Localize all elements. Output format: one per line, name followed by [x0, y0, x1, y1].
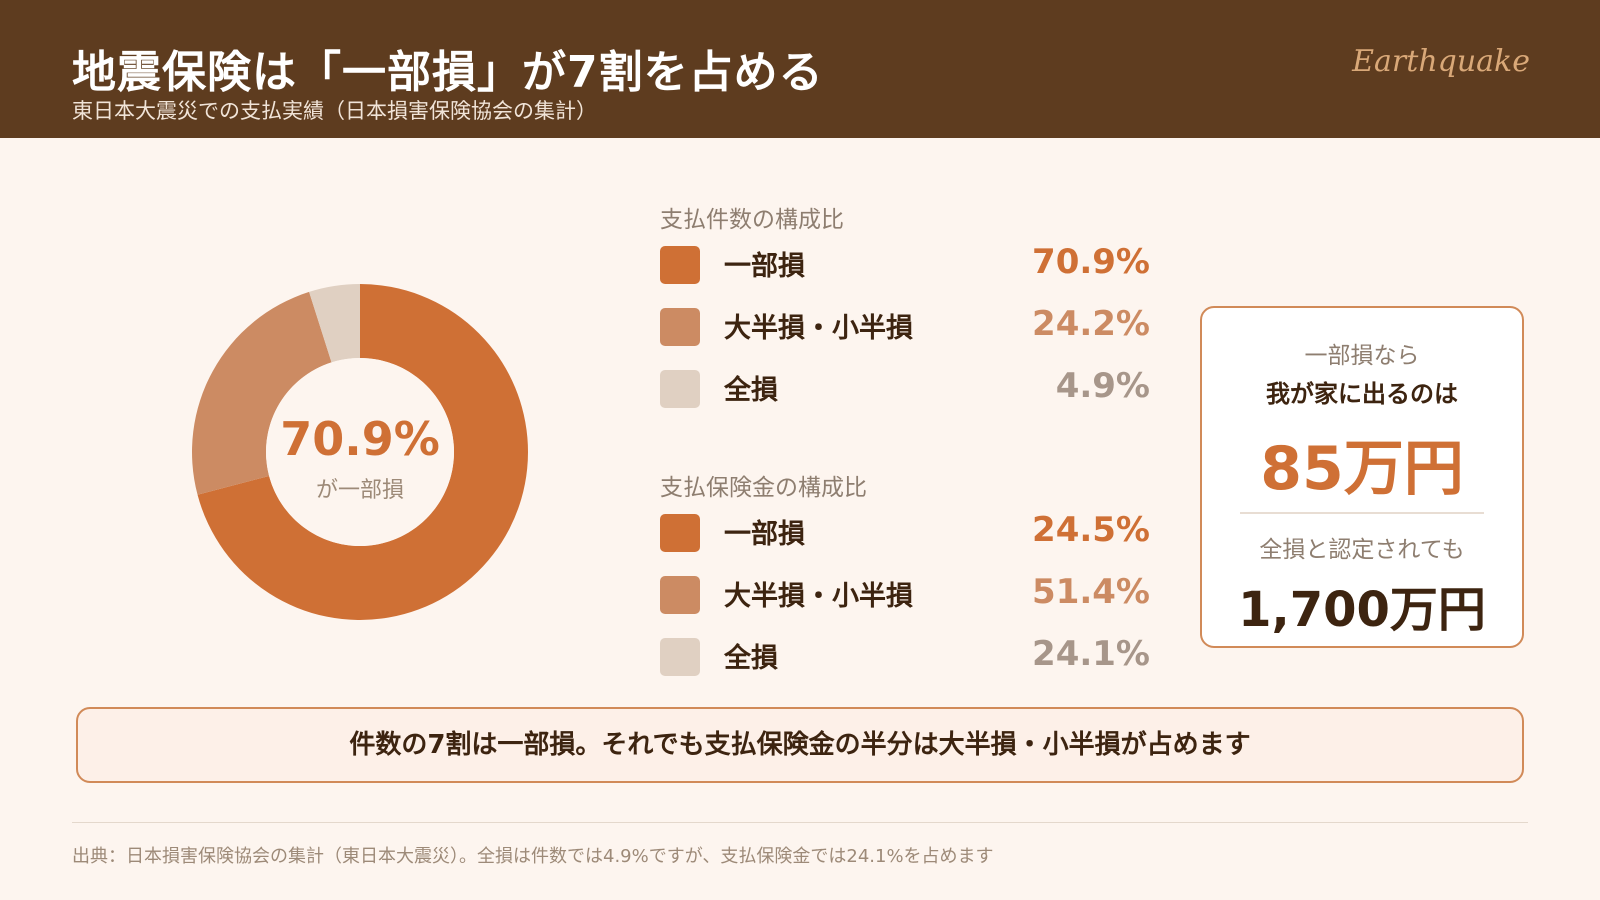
legend-swatch-total — [660, 638, 700, 676]
count-legend-title: 支払件数の構成比 — [660, 207, 844, 233]
count-legend-row: 一部損 70.9% — [660, 232, 1150, 294]
amount-legend-row: 大半損・小半損 51.4% — [660, 562, 1150, 624]
legend-swatch-half — [660, 576, 700, 614]
count-donut-chart: 70.9% が一部損 — [190, 282, 530, 622]
card-amount-partial: 85万円 — [1260, 434, 1464, 504]
legend-swatch-partial — [660, 246, 700, 284]
page-subtitle: 東日本大震災での支払実績（日本損害保険協会の集計） — [72, 99, 597, 123]
brand-label: Earthquake — [1352, 44, 1530, 79]
legend-label: 大半損・小半損 — [724, 581, 913, 612]
footer-divider — [72, 822, 1528, 823]
legend-value: 24.2% — [1032, 304, 1150, 344]
legend-label: 全損 — [724, 643, 778, 674]
legend-label: 一部損 — [724, 519, 805, 550]
legend-swatch-partial — [660, 514, 700, 552]
amount-legend-row: 全損 24.1% — [660, 624, 1150, 686]
amount-legend-title: 支払保険金の構成比 — [660, 475, 867, 501]
legend-value: 4.9% — [1055, 366, 1150, 406]
source-footnote: 出典：日本損害保険協会の集計（東日本大震災）。全損は件数では4.9%ですが、支払… — [72, 846, 994, 867]
card-line-total: 全損と認定されても — [1259, 537, 1465, 563]
amount-legend-row: 一部損 24.5% — [660, 500, 1150, 562]
legend-swatch-half — [660, 308, 700, 346]
amount-legend: 支払保険金の構成比 一部損 24.5% 大半損・小半損 51.4% 全損 24.… — [660, 468, 1150, 686]
legend-value: 24.5% — [1032, 510, 1150, 550]
card-amount-total: 1,700万円 — [1238, 582, 1486, 638]
legend-value: 24.1% — [1032, 634, 1150, 674]
donut-slice-half — [192, 291, 332, 495]
count-legend: 支払件数の構成比 一部損 70.9% 大半損・小半損 24.2% 全損 4.9% — [660, 200, 1150, 418]
card-line-payout: 我が家に出るのは — [1266, 380, 1458, 408]
legend-label: 大半損・小半損 — [724, 313, 913, 344]
page-title: 地震保険は「一部損」が7割を占める — [72, 47, 824, 98]
donut-hole — [266, 358, 454, 546]
header-bar: 地震保険は「一部損」が7割を占める 東日本大震災での支払実績（日本損害保険協会の… — [0, 0, 1600, 138]
donut-slice-total — [309, 284, 360, 363]
summary-banner: 件数の7割は一部損。それでも支払保険金の半分は大半損・小半損が占めます — [76, 707, 1524, 783]
donut-slice-partial — [197, 284, 528, 620]
donut-center-caption: が一部損 — [315, 478, 404, 503]
legend-label: 全損 — [724, 375, 778, 406]
count-legend-row: 大半損・小半損 24.2% — [660, 294, 1150, 356]
legend-label: 一部損 — [724, 251, 805, 282]
count-legend-row: 全損 4.9% — [660, 356, 1150, 418]
legend-swatch-total — [660, 370, 700, 408]
donut-center-value: 70.9% — [280, 412, 440, 466]
card-divider — [1240, 512, 1484, 514]
payout-info-card: 一部損なら 我が家に出るのは 85万円 全損と認定されても 1,700万円 — [1200, 306, 1524, 648]
donut-svg — [192, 284, 528, 620]
card-line-partial: 一部損なら — [1304, 343, 1420, 369]
legend-value: 70.9% — [1032, 242, 1150, 282]
legend-value: 51.4% — [1032, 572, 1150, 612]
